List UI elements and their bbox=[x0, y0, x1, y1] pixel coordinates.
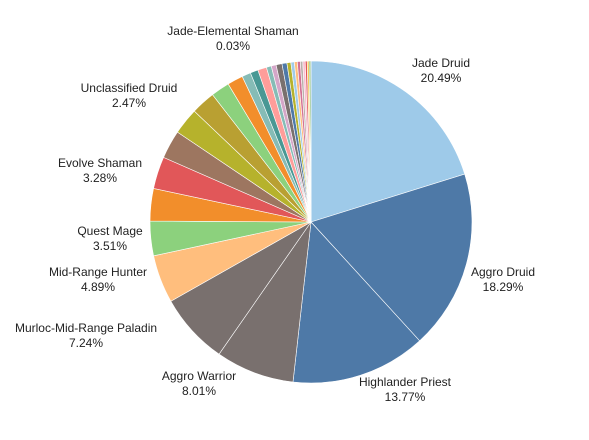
slice-label-value: 13.77% bbox=[385, 390, 426, 404]
slice-label-name: Jade Druid bbox=[412, 56, 470, 70]
slice-label-value: 8.01% bbox=[182, 384, 216, 398]
slice-label-name: Jade-Elemental Shaman bbox=[167, 24, 298, 38]
slice-label-name: Quest Mage bbox=[77, 224, 143, 238]
slice-label-value: 2.47% bbox=[112, 96, 146, 110]
slice-label-name: Evolve Shaman bbox=[58, 156, 142, 170]
slice-label-value: 20.49% bbox=[421, 71, 462, 85]
slice-label-name: Mid-Range Hunter bbox=[49, 265, 147, 279]
slice-label-name: Aggro Warrior bbox=[162, 369, 236, 383]
slice-label-value: 4.89% bbox=[81, 280, 115, 294]
slice-label-value: 0.03% bbox=[216, 39, 250, 53]
slice-label-name: Murloc-Mid-Range Paladin bbox=[15, 321, 157, 335]
slice-label-value: 3.51% bbox=[93, 239, 127, 253]
slice-label-name: Aggro Druid bbox=[471, 265, 535, 279]
slice-label-value: 3.28% bbox=[83, 171, 117, 185]
slice-label-value: 18.29% bbox=[483, 280, 524, 294]
pie-slices bbox=[150, 61, 472, 383]
slice-label-name: Unclassified Druid bbox=[81, 81, 178, 95]
slice-label-value: 7.24% bbox=[69, 336, 103, 350]
slice-label-name: Highlander Priest bbox=[359, 375, 452, 389]
